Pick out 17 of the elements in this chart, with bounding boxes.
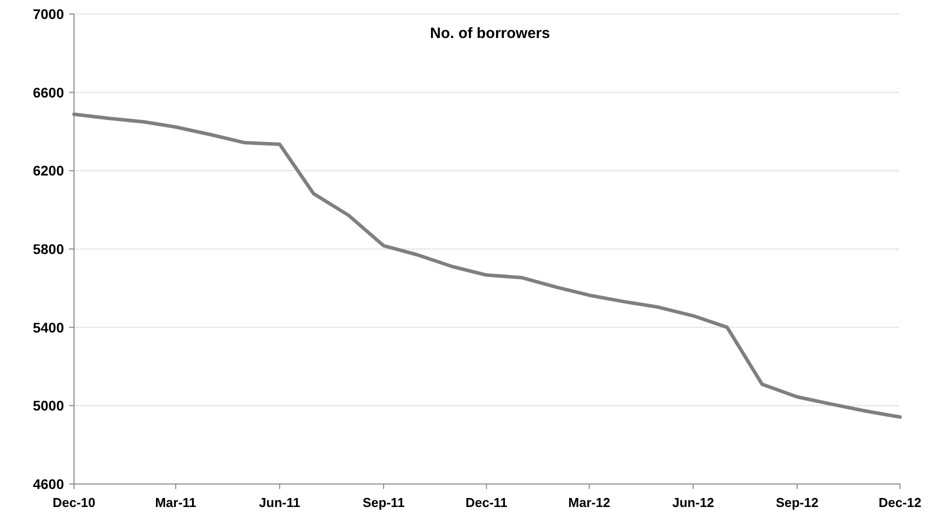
x-tick-label: Jun-12 — [672, 495, 714, 510]
y-tick-label: 4600 — [32, 476, 64, 492]
y-tick-label: 6600 — [32, 84, 64, 100]
x-tick-label: Sep-12 — [776, 495, 818, 510]
y-tick-label: 7000 — [32, 6, 64, 22]
y-tick-label: 6200 — [32, 162, 64, 179]
x-tick-label: Dec-10 — [52, 495, 96, 510]
x-tick-label: Dec-12 — [878, 495, 922, 510]
y-tick-label: 5800 — [32, 241, 64, 257]
text: No. of borrowers — [430, 25, 550, 42]
y-tick-label: 5400 — [32, 319, 64, 336]
y-tick-label: 5000 — [32, 398, 64, 414]
x-tick-label: Jun-11 — [259, 495, 300, 510]
x-tick-label: Sep-11 — [362, 495, 405, 510]
x-tick-label: Dec-11 — [465, 495, 508, 510]
x-tick-label: Mar-11 — [155, 495, 196, 510]
x-tick-label: Mar-12 — [568, 495, 610, 510]
